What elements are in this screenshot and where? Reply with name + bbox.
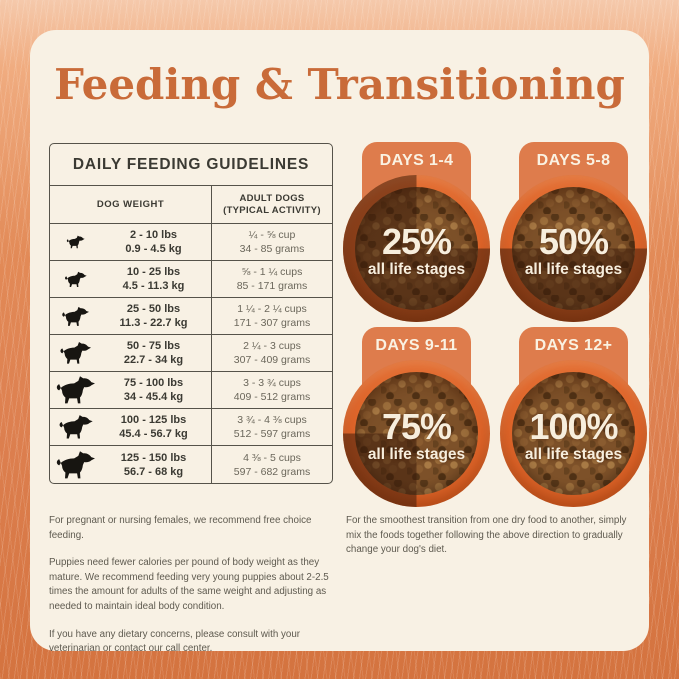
table-row: 125 - 150 lbs 56.7 - 68 kg 4 ⅜ - 5 cups 59… bbox=[50, 446, 332, 483]
days-label: DAYS 9-11 bbox=[375, 337, 458, 354]
table-header-row: DOG WEIGHT ADULT DOGS (TYPICAL ACTIVITY) bbox=[50, 186, 332, 224]
food-bowl: 25% all life stages bbox=[343, 175, 490, 322]
serving-cups: ¼ - ⅝ cup bbox=[248, 229, 296, 241]
dog-icon bbox=[50, 306, 102, 327]
weight-lbs: 25 - 50 lbs bbox=[126, 303, 181, 315]
bowl-text: 25% all life stages bbox=[343, 221, 490, 279]
info-card: Feeding & Transitioning DAILY FEEDING GU… bbox=[30, 30, 649, 654]
food-bowl: 75% all life stages bbox=[343, 360, 490, 507]
food-bowl: 50% all life stages bbox=[500, 175, 647, 322]
table-row: 75 - 100 lbs 34 - 45.4 kg 3 - 3 ¾ cups 409… bbox=[50, 372, 332, 409]
percent-value: 100% bbox=[529, 406, 618, 447]
weight-kg: 11.3 - 22.7 kg bbox=[119, 317, 188, 329]
feeding-guidelines-table: DAILY FEEDING GUIDELINES DOG WEIGHT ADUL… bbox=[49, 143, 333, 484]
table-row: 100 - 125 lbs 45.4 - 56.7 kg 3 ¾ - 4 ⅜ cu… bbox=[50, 409, 332, 446]
serving-cups: 4 ⅜ - 5 cups bbox=[243, 451, 301, 464]
table-row: 25 - 50 lbs 11.3 - 22.7 kg 1 ¼ - 2 ¼ cups… bbox=[50, 298, 332, 335]
page-title: Feeding & Transitioning bbox=[54, 60, 625, 109]
feeding-notes: For pregnant or nursing females, we reco… bbox=[49, 514, 345, 670]
weight-kg: 4.5 - 11.3 kg bbox=[122, 280, 185, 292]
table-row: 50 - 75 lbs 22.7 - 34 kg 2 ¼ - 3 cups 307 … bbox=[50, 335, 332, 372]
percent-value: 75% bbox=[381, 406, 452, 447]
dog-icon bbox=[50, 414, 102, 440]
serving-cups: ⅝ - 1 ¼ cups bbox=[241, 266, 303, 278]
weight-kg: 22.7 - 34 kg bbox=[123, 354, 184, 366]
weight-kg: 34 - 45.4 kg bbox=[123, 391, 184, 403]
days-label: DAYS 5-8 bbox=[536, 152, 611, 169]
serving-grams: 171 - 307 grams bbox=[233, 317, 311, 329]
note-puppies: Puppies need fewer calories per pound of… bbox=[49, 557, 329, 612]
table-row: 2 - 10 lbs 0.9 - 4.5 kg ¼ - ⅝ cup 34 - 85 … bbox=[50, 224, 332, 261]
serving-grams: 597 - 682 grams bbox=[233, 465, 311, 478]
note-dietary-concerns: If you have any dietary concerns, please… bbox=[49, 628, 301, 655]
table-title: DAILY FEEDING GUIDELINES bbox=[50, 144, 332, 186]
dog-icon bbox=[50, 235, 102, 249]
serving-grams: 307 - 409 grams bbox=[233, 354, 311, 366]
dog-icon bbox=[50, 450, 102, 480]
col-header-line2: (TYPICAL ACTIVITY) bbox=[223, 204, 321, 216]
note-transition: For the smoothest transition from one dr… bbox=[346, 515, 627, 556]
transition-step-days-1-4: DAYS 1-4 25% all life stages bbox=[343, 142, 490, 322]
serving-cups: 2 ¼ - 3 cups bbox=[243, 340, 301, 352]
transition-step-days-12-plus: DAYS 12+ 100% all life stages bbox=[500, 327, 647, 507]
bowl-overlay bbox=[343, 175, 490, 322]
kibble-texture bbox=[512, 372, 635, 495]
serving-grams: 409 - 512 grams bbox=[233, 391, 311, 403]
food-bowl: 100% all life stages bbox=[500, 360, 647, 507]
weight-lbs: 75 - 100 lbs bbox=[123, 377, 184, 389]
dog-icon bbox=[50, 341, 102, 365]
col-header-line1: ADULT DOGS bbox=[239, 192, 305, 204]
bowl-text: 100% all life stages bbox=[500, 406, 647, 464]
weight-lbs: 10 - 25 lbs bbox=[126, 266, 181, 278]
weight-kg: 45.4 - 56.7 kg bbox=[119, 428, 188, 440]
col-header-dog-weight: DOG WEIGHT bbox=[50, 186, 212, 223]
dog-icon bbox=[50, 375, 102, 405]
transition-bowls-grid: DAYS 1-4 25% all life stages DAYS 5-8 50… bbox=[343, 142, 647, 507]
note-pregnant-females: For pregnant or nursing females, we reco… bbox=[49, 515, 312, 541]
bowl-text: 50% all life stages bbox=[500, 221, 647, 279]
percent-value: 50% bbox=[538, 221, 609, 262]
serving-grams: 85 - 171 grams bbox=[236, 280, 308, 292]
dog-icon bbox=[50, 271, 102, 288]
weight-lbs: 50 - 75 lbs bbox=[126, 340, 181, 352]
percent-caption: all life stages bbox=[367, 261, 466, 278]
percent-value: 25% bbox=[381, 221, 452, 262]
days-label: DAYS 12+ bbox=[534, 337, 613, 354]
weight-kg: 56.7 - 68 kg bbox=[123, 465, 184, 478]
bowl-overlay bbox=[500, 175, 647, 322]
table-row: 10 - 25 lbs 4.5 - 11.3 kg ⅝ - 1 ¼ cups 85 … bbox=[50, 261, 332, 298]
serving-grams: 34 - 85 grams bbox=[239, 243, 305, 255]
serving-cups: 1 ¼ - 2 ¼ cups bbox=[237, 303, 307, 315]
percent-caption: all life stages bbox=[524, 446, 623, 463]
bowl-overlay bbox=[343, 360, 490, 507]
weight-kg: 0.9 - 4.5 kg bbox=[125, 243, 182, 255]
transition-step-days-5-8: DAYS 5-8 50% all life stages bbox=[500, 142, 647, 322]
weight-lbs: 125 - 150 lbs bbox=[120, 451, 187, 464]
weight-lbs: 100 - 125 lbs bbox=[120, 414, 187, 426]
serving-grams: 512 - 597 grams bbox=[233, 428, 311, 440]
transition-note: For the smoothest transition from one dr… bbox=[346, 514, 638, 571]
serving-cups: 3 - 3 ¾ cups bbox=[243, 377, 301, 389]
transition-step-days-9-11: DAYS 9-11 75% all life stages bbox=[343, 327, 490, 507]
percent-caption: all life stages bbox=[367, 446, 466, 463]
weight-lbs: 2 - 10 lbs bbox=[129, 229, 178, 241]
serving-cups: 3 ¾ - 4 ⅜ cups bbox=[237, 414, 307, 426]
col-header-adult-dogs: ADULT DOGS (TYPICAL ACTIVITY) bbox=[212, 186, 332, 223]
percent-caption: all life stages bbox=[524, 261, 623, 278]
days-label: DAYS 1-4 bbox=[379, 152, 454, 169]
bowl-text: 75% all life stages bbox=[343, 406, 490, 464]
